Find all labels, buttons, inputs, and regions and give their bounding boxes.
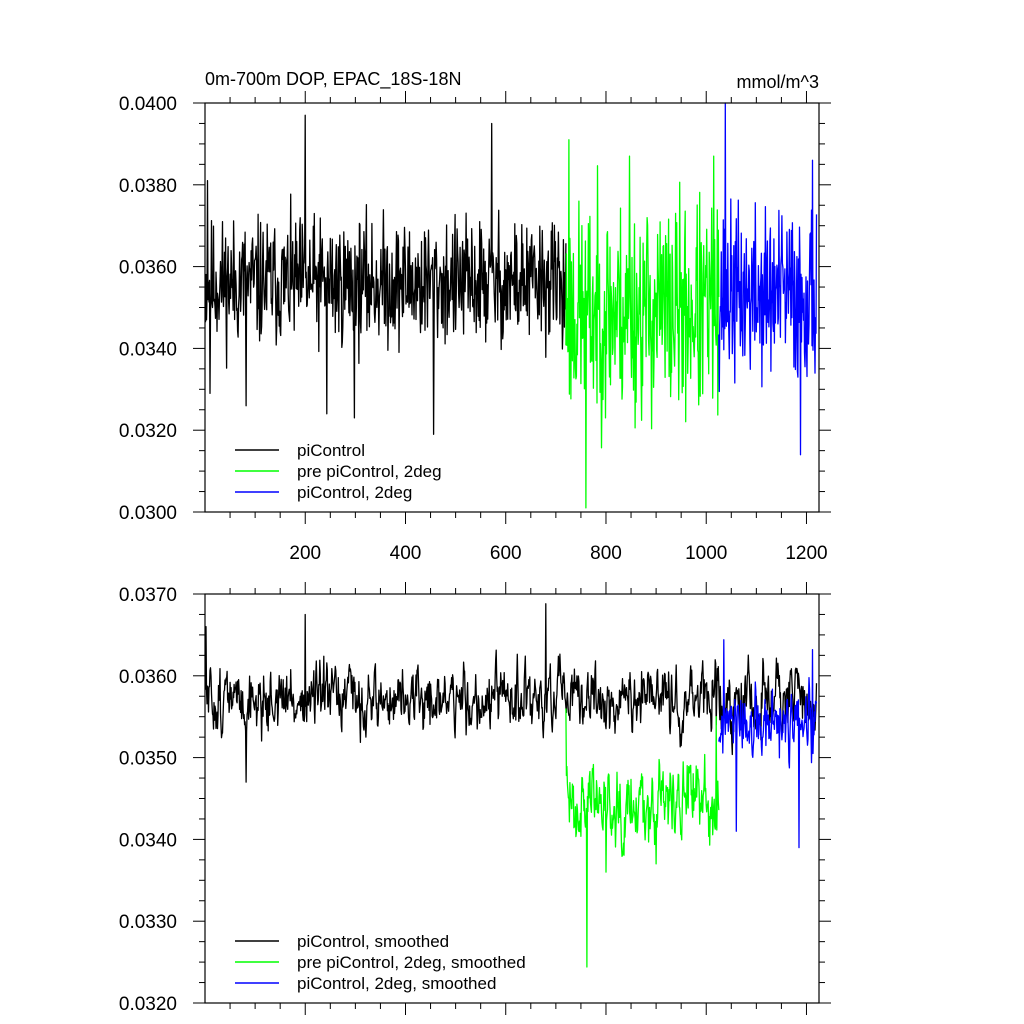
legend-label: piControl, 2deg — [297, 483, 412, 502]
legend-label: pre piControl, 2deg — [297, 462, 442, 481]
top-panel: 200 400 600 800 1000 1200 0.0300 0.0320 0.0340 0.… — [119, 69, 831, 564]
bottom-panel-series — [204, 603, 818, 968]
series-line-top-2 — [718, 102, 818, 456]
legend-label: pre piControl, 2deg, smoothed — [297, 953, 526, 972]
top-panel-series — [204, 102, 818, 509]
y-tick-label: 0.0300 — [119, 503, 177, 524]
x-tick-label: 1000 — [685, 543, 727, 564]
series-line-bottom-1 — [565, 708, 720, 968]
x-tick-label: 400 — [390, 543, 422, 564]
bottom-panel-legend: piControl, smoothed pre piControl, 2deg, … — [235, 932, 526, 993]
y-tick-label: 0.0330 — [119, 912, 177, 933]
top-panel-title: 0m-700m DOP, EPAC_18S-18N — [205, 69, 461, 90]
legend-label: piControl — [297, 441, 365, 460]
legend-label: piControl, smoothed — [297, 932, 449, 951]
y-tick-label: 0.0340 — [119, 830, 177, 851]
y-tick-label: 0.0320 — [119, 994, 177, 1015]
top-panel-legend: piControl pre piControl, 2deg piControl, 2… — [235, 441, 442, 502]
series-line-top-0 — [204, 114, 567, 435]
y-tick-label: 0.0360 — [119, 258, 177, 279]
bottom-panel: 0.0320 0.0330 0.0340 0.0350 0.0360 0.0370 piC… — [119, 582, 831, 1015]
y-tick-label: 0.0400 — [119, 94, 177, 115]
y-tick-label: 0.0360 — [119, 667, 177, 688]
x-tick-label: 1200 — [785, 543, 827, 564]
y-tick-label: 0.0380 — [119, 176, 177, 197]
bottom-panel-ticks: 0.0320 0.0330 0.0340 0.0350 0.0360 0.0370 — [119, 582, 831, 1015]
y-tick-label: 0.0320 — [119, 421, 177, 442]
y-tick-label: 0.0350 — [119, 749, 177, 770]
top-panel-units: mmol/m^3 — [737, 72, 819, 92]
legend-label: piControl, 2deg, smoothed — [297, 974, 496, 993]
x-tick-label: 800 — [590, 543, 622, 564]
x-tick-label: 200 — [289, 543, 321, 564]
series-line-bottom-0 — [204, 603, 818, 783]
top-panel-ticks: 200 400 600 800 1000 1200 0.0300 0.0320 0.0340 0.… — [119, 91, 831, 564]
y-tick-label: 0.0370 — [119, 585, 177, 606]
y-tick-label: 0.0340 — [119, 339, 177, 360]
series-line-top-1 — [565, 139, 720, 509]
series-line-bottom-2 — [718, 639, 818, 849]
x-tick-label: 600 — [490, 543, 522, 564]
